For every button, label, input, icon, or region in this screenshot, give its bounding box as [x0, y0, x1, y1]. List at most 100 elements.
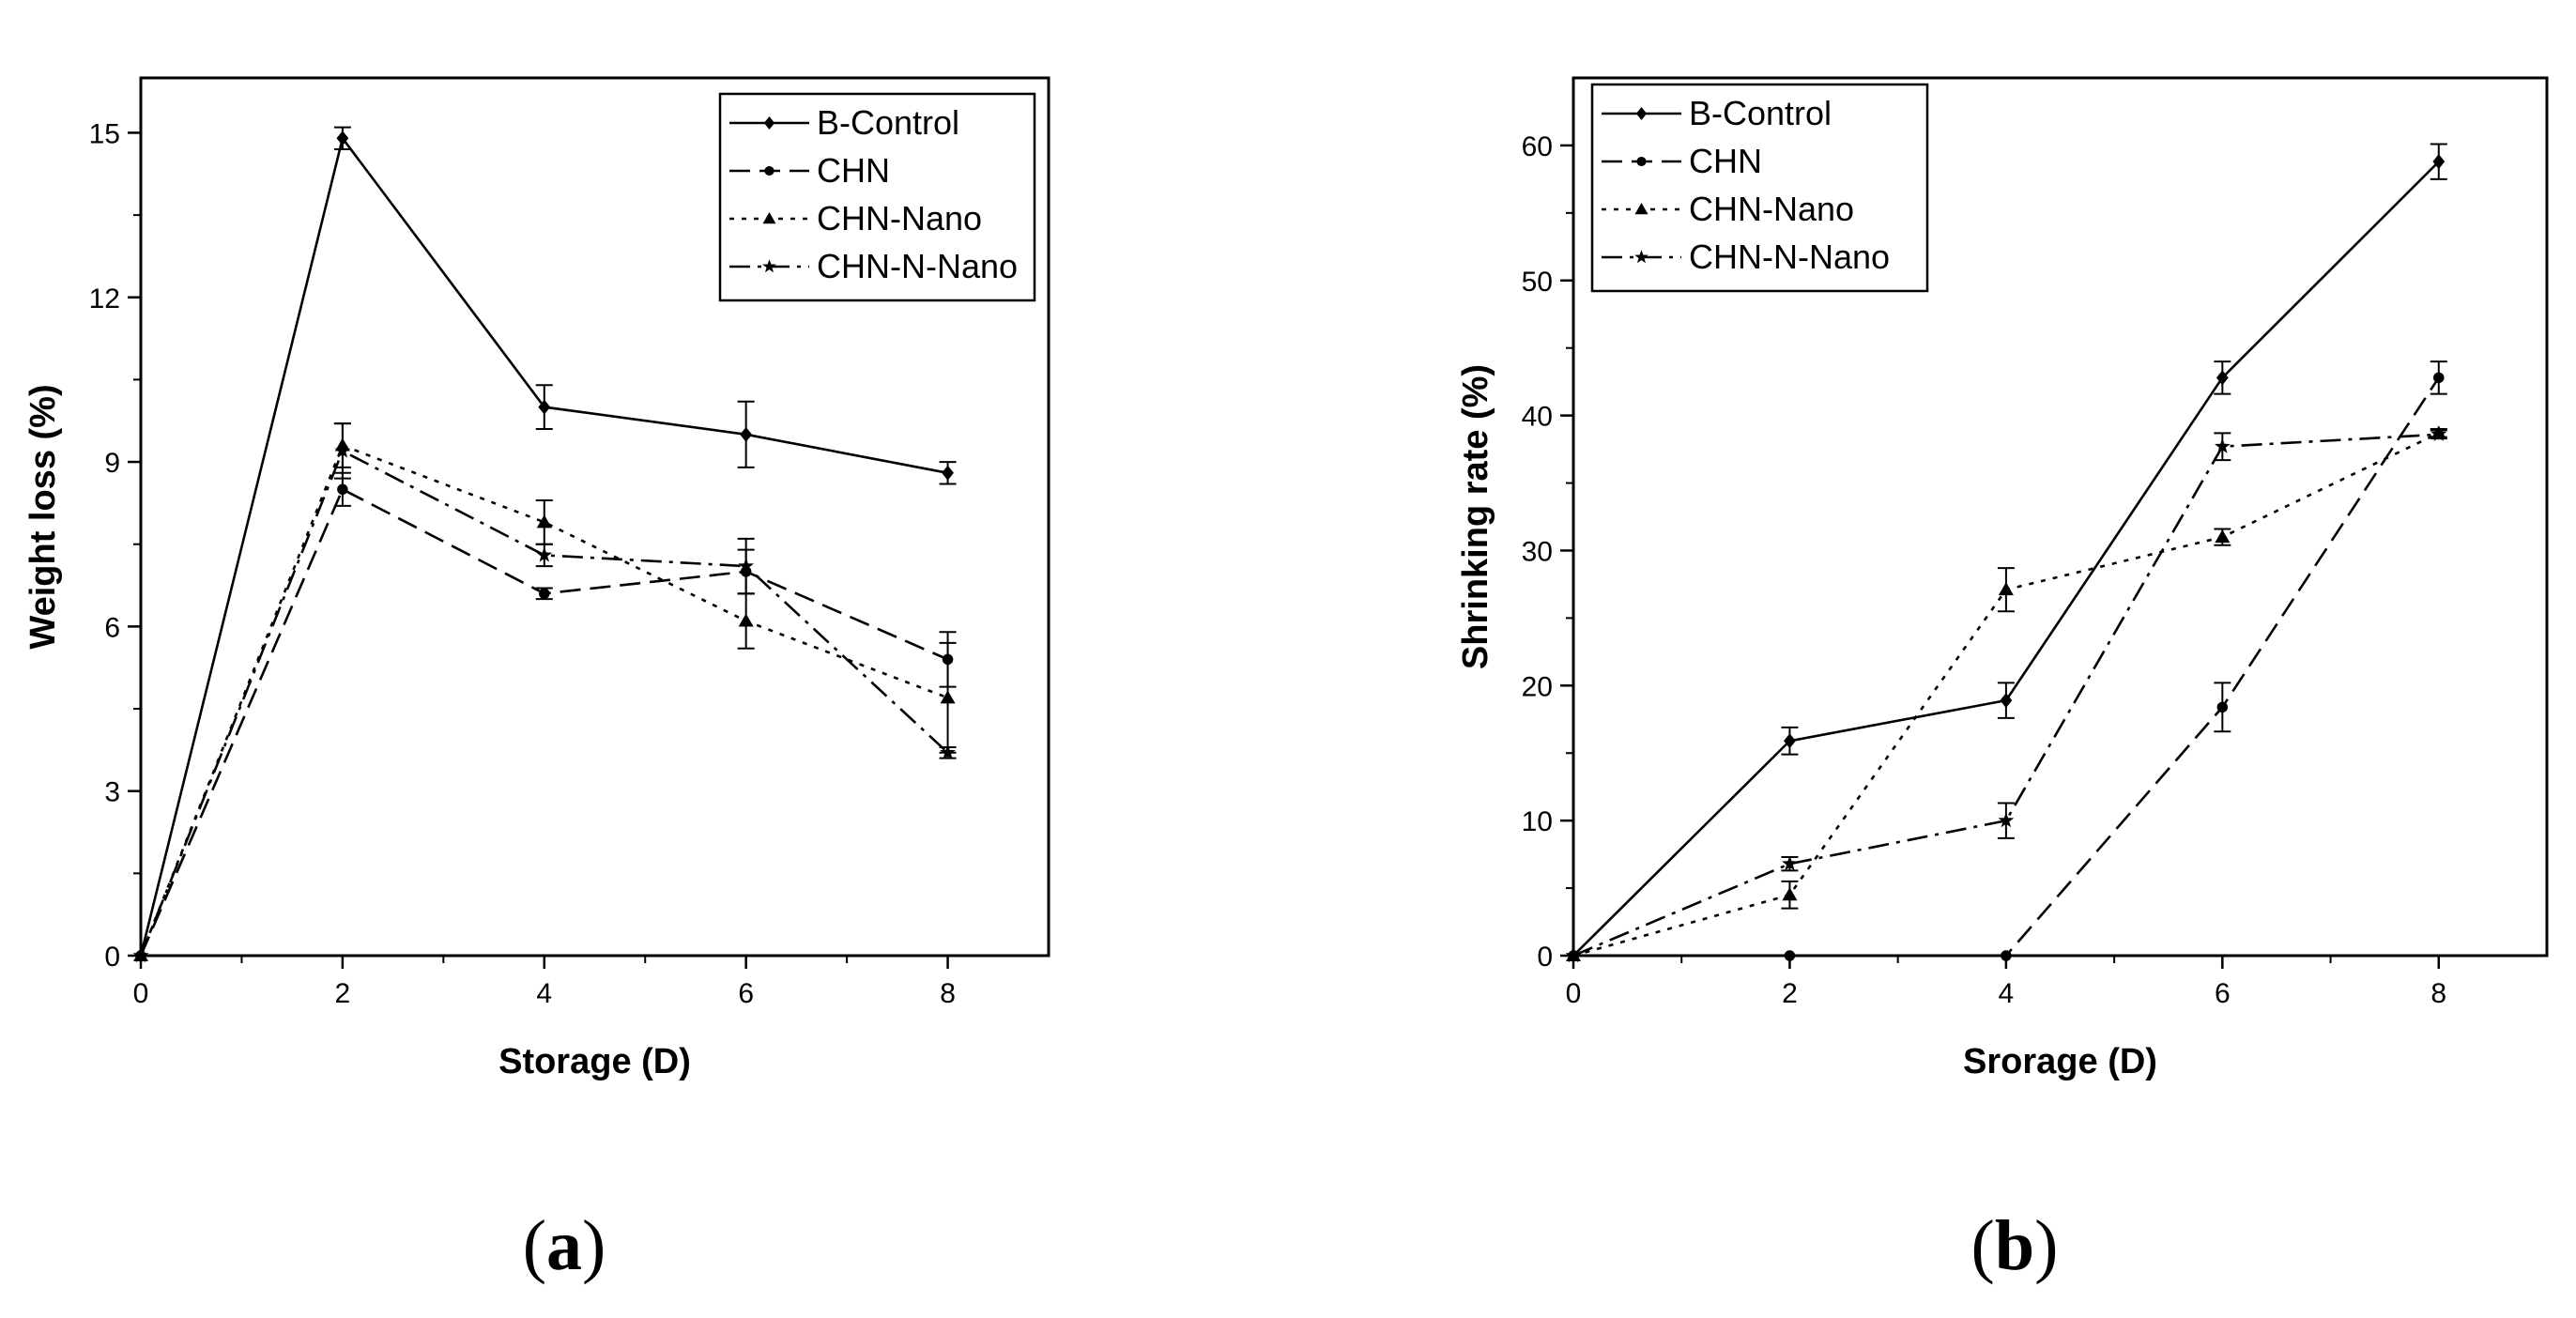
series-line: [1573, 376, 2440, 958]
data-point: [1782, 855, 1798, 871]
legend-entry-chn: CHN: [1602, 142, 1762, 180]
data-point: [940, 690, 956, 704]
legend-marker: [1634, 203, 1648, 215]
data-point: [2433, 372, 2445, 384]
panel-label-close: ): [2034, 1206, 2058, 1285]
y-axis-label: Weight loss (%): [23, 384, 63, 649]
data-point: [2216, 701, 2229, 713]
legend-marker: [1634, 250, 1648, 264]
y-tick-label: 0: [104, 942, 120, 973]
legend-entry-b-control: B-Control: [1602, 94, 1832, 132]
panel-label: (b): [1971, 1206, 2059, 1285]
data-point: [2430, 426, 2447, 441]
legend-entry-b-control: B-Control: [729, 103, 959, 142]
series-line: [139, 449, 949, 957]
legend-entry-chn-n-nano: CHN-N-Nano: [729, 247, 1018, 285]
panel-label-letter: b: [1995, 1206, 2034, 1285]
data-point: [942, 465, 954, 481]
data-point: [2216, 370, 2229, 386]
data-point: [940, 744, 956, 759]
legend-label: CHN-N-Nano: [1689, 238, 1890, 276]
data-point: [738, 613, 754, 627]
legend-marker: [762, 212, 776, 224]
series-b-control: [134, 126, 957, 963]
data-point: [2432, 154, 2446, 170]
data-point: [2215, 437, 2231, 453]
x-tick-label: 0: [1566, 978, 1582, 1009]
ticks-layer: 0 2 4 6 8 0 10 20 30 40 50 60: [1522, 131, 2446, 1009]
legend-marker: [1636, 156, 1647, 167]
x-tick-label: 4: [1999, 978, 2015, 1009]
series-chn: [1568, 360, 2447, 961]
legend-label: CHN: [1689, 142, 1762, 180]
legend-label: CHN-Nano: [1689, 190, 1854, 228]
data-point: [2215, 529, 2231, 544]
data-point: [536, 514, 552, 529]
y-tick-label: 6: [104, 612, 120, 643]
data-point: [1782, 887, 1798, 901]
data-point: [740, 426, 753, 442]
legend-label: CHN-Nano: [817, 199, 982, 238]
x-axis-label: Srorage (D): [1963, 1042, 2157, 1081]
data-point: [1998, 812, 2015, 828]
panel-label: (a): [523, 1206, 606, 1285]
data-point: [539, 588, 550, 600]
data-point: [336, 130, 349, 146]
chart-panel-a: 0 2 4 6 8 0 3 6 9 12 15 Storage (D) Weight loss (%…: [23, 76, 1050, 1285]
data-point: [334, 442, 351, 458]
series-chn-n-nano: [1565, 426, 2447, 963]
y-tick-label: 0: [1537, 942, 1553, 973]
legend-label: B-Control: [817, 103, 959, 142]
legend-label: B-Control: [1689, 94, 1832, 132]
data-point: [536, 546, 553, 562]
panel-label-open: (: [1971, 1206, 1995, 1285]
data-point: [337, 483, 348, 496]
x-tick-label: 8: [940, 978, 956, 1009]
series-chn-nano: [133, 422, 957, 961]
legend-label: CHN-N-Nano: [817, 247, 1018, 285]
y-tick-label: 60: [1522, 131, 1553, 162]
legend: B-Control CHN CHN-Nano CHN-N-Nano: [1590, 83, 1929, 293]
x-tick-label: 6: [738, 978, 754, 1009]
x-tick-label: 2: [1782, 978, 1798, 1009]
panel-label-open: (: [523, 1206, 546, 1285]
legend-entry-chn: CHN: [729, 151, 890, 190]
panel-label-close: ): [582, 1206, 606, 1285]
series-line: [1572, 433, 2439, 958]
legend-marker: [762, 259, 776, 273]
ticks-layer: 0 2 4 6 8 0 3 6 9 12 15: [89, 118, 956, 1009]
legend: B-Control CHN CHN-Nano CHN-N-Nano: [718, 92, 1036, 302]
plot-frame: [139, 76, 1050, 958]
x-tick-label: 4: [536, 978, 552, 1009]
legend-entry-chn-nano: CHN-Nano: [729, 199, 982, 238]
y-tick-label: 3: [104, 777, 120, 808]
legend-marker: [1635, 107, 1648, 120]
data-point: [1998, 582, 2014, 596]
data-point: [2000, 693, 2013, 709]
y-tick-label: 12: [89, 284, 120, 314]
y-tick-label: 9: [104, 448, 120, 479]
y-axis-label: Shrinking rate (%): [1456, 364, 1495, 669]
y-tick-label: 20: [1522, 671, 1553, 702]
y-tick-label: 10: [1522, 806, 1553, 837]
panel-label-letter: a: [546, 1206, 582, 1285]
chart-panel-b: 0 2 4 6 8 0 10 20 30 40 50 60 Srorage (D) Shrinking…: [1456, 76, 2549, 1285]
x-tick-label: 2: [335, 978, 351, 1009]
data-point: [738, 558, 754, 574]
series-chn: [135, 471, 957, 961]
legend-entry-chn-n-nano: CHN-N-Nano: [1602, 238, 1890, 276]
x-axis-label: Storage (D): [498, 1042, 691, 1081]
y-tick-label: 15: [89, 118, 120, 149]
legend-entry-chn-nano: CHN-Nano: [1602, 190, 1854, 228]
legend-marker: [763, 116, 775, 130]
data-point: [538, 399, 551, 415]
y-tick-label: 30: [1522, 536, 1553, 567]
data-point: [1784, 733, 1796, 749]
x-tick-label: 0: [133, 978, 149, 1009]
x-tick-label: 6: [2215, 978, 2231, 1009]
legend-marker: [764, 165, 774, 176]
y-tick-label: 40: [1522, 402, 1553, 433]
plot-frame: [1572, 76, 2549, 958]
y-tick-label: 50: [1522, 267, 1553, 298]
